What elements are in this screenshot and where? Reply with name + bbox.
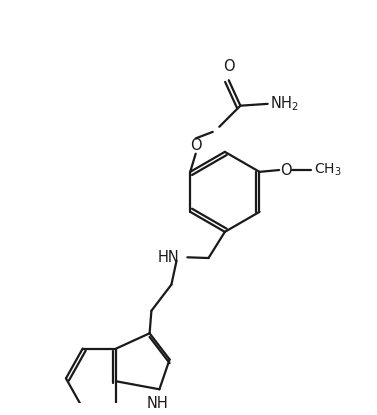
Text: O: O: [190, 138, 201, 153]
Text: O: O: [280, 163, 291, 178]
Text: HN: HN: [158, 250, 179, 265]
Text: O: O: [223, 59, 234, 74]
Text: NH: NH: [147, 396, 169, 411]
Text: NH$_2$: NH$_2$: [270, 95, 299, 113]
Text: CH$_3$: CH$_3$: [314, 162, 341, 178]
